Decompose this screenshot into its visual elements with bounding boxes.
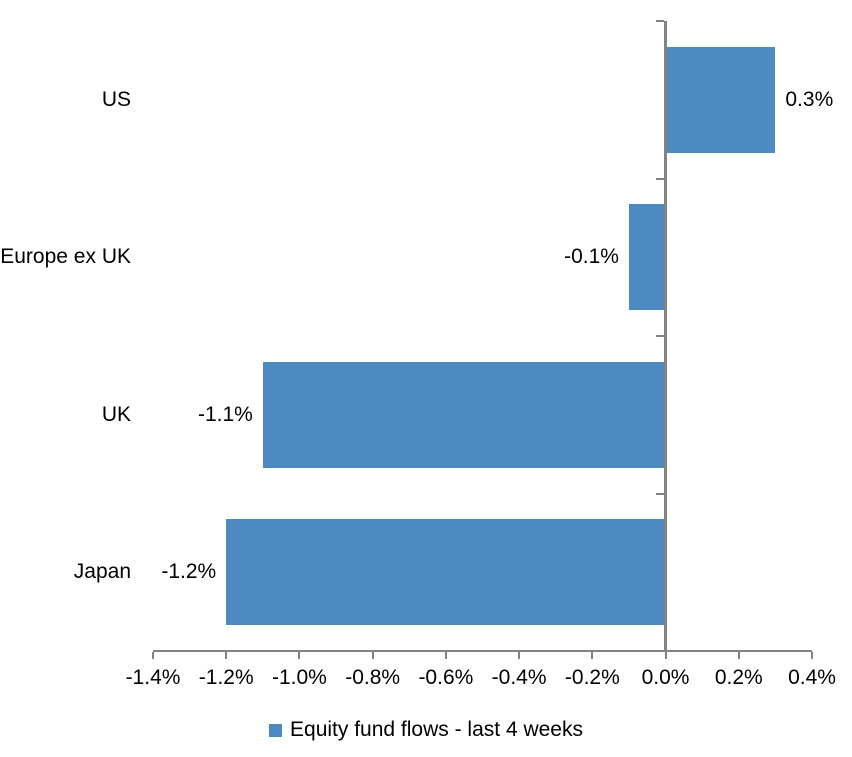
legend-marker-icon [269, 723, 283, 737]
bar-us [665, 46, 776, 153]
category-axis-tick [656, 177, 665, 180]
x-axis-tick [225, 652, 228, 659]
x-tick-label: -0.6% [418, 666, 474, 689]
x-tick-label: -0.2% [564, 666, 620, 689]
category-axis-tick [656, 335, 665, 337]
x-tick-label: -1.0% [272, 666, 327, 689]
category-axis-tick [656, 650, 665, 652]
x-tick-label: -0.8% [345, 666, 401, 689]
value-label-us: 0.3% [785, 87, 834, 111]
category-label-japan: Japan [73, 560, 131, 584]
category-label-europe-ex-uk: Europe ex UK [0, 245, 131, 269]
category-label-us: US [101, 87, 131, 111]
x-axis-tick [444, 652, 447, 659]
x-tick-label: 0.0% [641, 666, 690, 689]
x-axis-tick [371, 652, 374, 659]
x-axis-line [153, 650, 812, 652]
x-tick-label: 0.4% [788, 666, 836, 689]
category-axis-tick [656, 20, 665, 22]
x-axis-tick [591, 652, 594, 659]
x-tick-label: -0.4% [491, 666, 547, 689]
category-axis-line [664, 21, 668, 651]
legend-label: Equity fund flows - last 4 weeks [290, 718, 583, 741]
x-tick-label: 0.2% [714, 666, 763, 689]
category-axis-tick [656, 492, 665, 495]
bar-japan [226, 519, 666, 626]
category-label-uk: UK [101, 402, 131, 426]
value-label-uk: -1.1% [197, 402, 253, 426]
x-axis-tick [152, 652, 154, 659]
bar-europe-ex-uk [628, 204, 666, 311]
x-axis-tick [518, 652, 521, 659]
x-axis-tick [664, 652, 667, 659]
bar-uk [262, 361, 666, 468]
legend: Equity fund flows - last 4 weeks [0, 718, 852, 742]
value-label-japan: -1.2% [161, 560, 217, 584]
x-axis-tick [811, 652, 813, 659]
x-tick-label: -1.4% [125, 666, 181, 689]
x-axis-tick [298, 652, 301, 659]
x-axis-tick [737, 652, 740, 659]
value-label-europe-ex-uk: -0.1% [564, 245, 619, 269]
x-tick-label: -1.2% [198, 666, 254, 689]
